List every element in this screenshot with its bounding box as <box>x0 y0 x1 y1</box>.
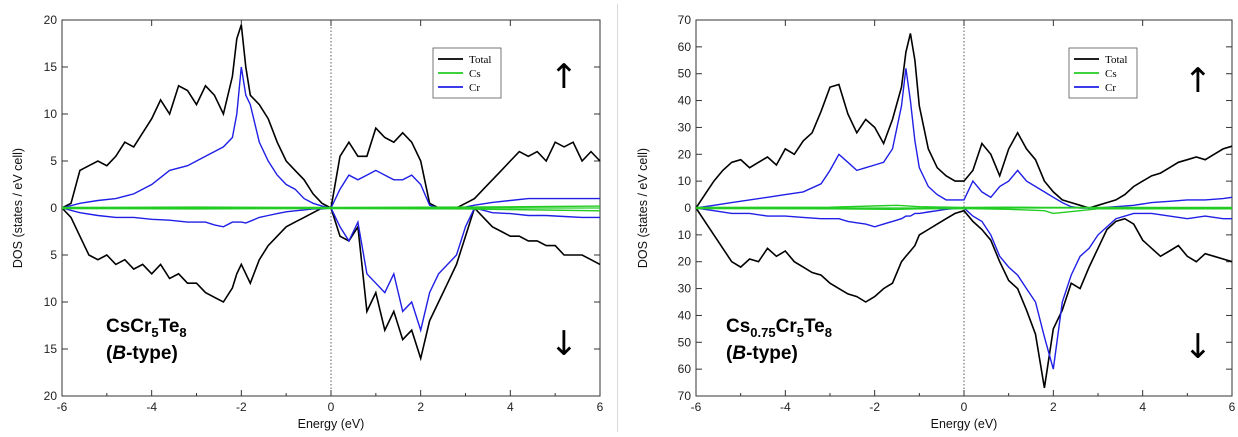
x-tick-label: -4 <box>780 400 791 414</box>
x-tick-label: -2 <box>236 400 247 414</box>
y-tick-label: 0 <box>684 201 691 215</box>
series-total-spin-up-line <box>695 33 1233 209</box>
y-axis-title: DOS (states / eV cell) <box>11 148 25 268</box>
compound-formula-label: Cs0.75Cr5Te8 <box>726 316 832 340</box>
y-tick-label: 15 <box>44 60 58 74</box>
x-tick-label: -4 <box>146 400 157 414</box>
formula-subscript: 5 <box>151 325 158 340</box>
x-axis-title: Energy (eV) <box>931 417 998 431</box>
x-tick-label: 0 <box>328 400 335 414</box>
y-tick-label: 70 <box>678 389 692 403</box>
panel-divider <box>617 4 618 432</box>
legend-label-cs: Cs <box>1105 68 1117 80</box>
y-tick-label: 40 <box>678 94 692 108</box>
x-tick-label: 4 <box>1139 400 1146 414</box>
formula-element: Te <box>159 316 180 337</box>
y-tick-label: 20 <box>678 255 692 269</box>
spin-down-arrow-icon: ↓ <box>1184 327 1213 367</box>
x-tick-label: 0 <box>961 400 968 414</box>
y-tick-label: 10 <box>678 174 692 188</box>
x-tick-label: -2 <box>869 400 880 414</box>
y-axis-title: DOS (states / eV cell) <box>636 148 650 268</box>
y-tick-label: 30 <box>678 120 692 134</box>
y-tick-label: 15 <box>44 342 58 356</box>
y-tick-label: 30 <box>678 282 692 296</box>
series-total-spin-up-line <box>61 24 601 210</box>
structure-type-part: -type) <box>746 343 798 364</box>
x-tick-label: 2 <box>1050 400 1057 414</box>
formula-element: Cr <box>776 316 798 337</box>
structure-type-part: -type) <box>126 343 178 364</box>
x-tick-label: 2 <box>417 400 424 414</box>
spin-down-arrow-icon: ↓ <box>550 324 579 364</box>
y-tick-label: 20 <box>678 147 692 161</box>
spin-up-arrow-icon: ↑ <box>1184 61 1213 101</box>
y-tick-label: 60 <box>678 40 692 54</box>
y-tick-label: 60 <box>678 362 692 376</box>
spin-up-arrow-icon: ↑ <box>550 57 579 97</box>
y-tick-label: 50 <box>678 67 692 81</box>
x-tick-label: 6 <box>1229 400 1236 414</box>
y-tick-label: 10 <box>44 295 58 309</box>
y-tick-label: 0 <box>50 201 57 215</box>
y-tick-label: 10 <box>678 228 692 242</box>
x-tick-label: -6 <box>691 400 702 414</box>
legend: Total Cs Cr <box>1068 47 1138 99</box>
legend-label-cr: Cr <box>1105 82 1116 94</box>
y-tick-label: 20 <box>44 389 58 403</box>
chart-panel-left: -6 -4 -2 0 2 4 6 20 15 10 5 0 5 10 15 20 Total Cs Cr ↑ ↓ CsCr… <box>0 0 610 437</box>
series-cs-spin-down-line <box>695 207 1232 215</box>
formula-element: CsCr <box>106 316 152 337</box>
x-tick-label: 4 <box>507 400 514 414</box>
legend: Total Cs Cr <box>432 47 502 99</box>
y-tick-label: 20 <box>44 13 58 27</box>
formula-element: Te <box>804 316 825 337</box>
series-total-spin-down-line <box>695 207 1233 389</box>
legend-label-total: Total <box>469 54 491 66</box>
x-tick-label: 6 <box>597 400 604 414</box>
legend-label-cr: Cr <box>469 82 480 94</box>
formula-subscript: 8 <box>825 325 832 340</box>
x-tick-label: -6 <box>57 400 68 414</box>
x-axis-title: Energy (eV) <box>298 417 365 431</box>
formula-element: Cs <box>726 316 750 337</box>
structure-type-part: ( <box>726 343 733 364</box>
formula-subscript: 5 <box>797 325 804 340</box>
y-tick-label: 50 <box>678 335 692 349</box>
structure-type-label: (B-type) <box>106 343 178 364</box>
legend-label-total: Total <box>1105 54 1127 66</box>
formula-subscript: 8 <box>179 325 186 340</box>
y-tick-label: 40 <box>678 308 692 322</box>
y-tick-label: 5 <box>50 154 57 168</box>
chart-panel-right: -6 -4 -2 0 2 4 6 70 60 50 40 30 20 10 0 10 20 30 40 50 60 70 T… <box>625 0 1238 437</box>
structure-type-label: (B-type) <box>726 343 798 364</box>
structure-type-part: B <box>112 343 126 364</box>
dos-chart-right: -6 -4 -2 0 2 4 6 70 60 50 40 30 20 10 0 10 20 30 40 50 60 70 T… <box>636 13 1236 431</box>
legend-label-cs: Cs <box>469 68 481 80</box>
y-tick-label: 70 <box>678 13 692 27</box>
y-tick-label: 10 <box>44 107 58 121</box>
compound-formula-label: CsCr5Te8 <box>106 316 187 340</box>
y-tick-label: 5 <box>50 248 57 262</box>
structure-type-part: B <box>732 343 746 364</box>
structure-type-part: ( <box>106 343 113 364</box>
formula-subscript: 0.75 <box>750 325 775 340</box>
